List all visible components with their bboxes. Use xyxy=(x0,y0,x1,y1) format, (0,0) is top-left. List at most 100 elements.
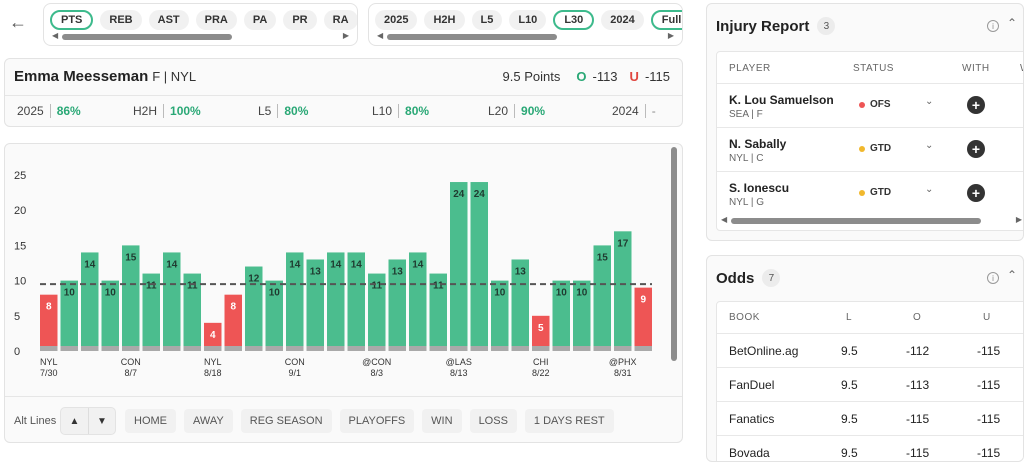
range-tab-l30[interactable]: L30 xyxy=(553,10,595,30)
under-label: U xyxy=(629,69,639,84)
scroll-thumb[interactable] xyxy=(387,34,557,40)
filter-button[interactable]: WIN xyxy=(422,409,462,433)
odds-row[interactable]: Bovada 9.5 -115 -115 xyxy=(717,435,1023,461)
x-tick-opponent: @LAS xyxy=(446,357,472,367)
tab-pa[interactable]: PA xyxy=(243,10,277,30)
chart-bar xyxy=(306,259,324,346)
chart-bar-base xyxy=(593,346,611,351)
chart-bar xyxy=(429,273,447,346)
bar-value-label: 9 xyxy=(640,295,646,306)
info-icon[interactable]: i xyxy=(987,20,999,32)
injury-row: S. Ionescu NYL | G GTD ⌄ + xyxy=(717,171,1023,215)
chart-bar-base xyxy=(81,346,99,351)
bar-value-label: 4 xyxy=(210,330,216,341)
chevron-up-icon[interactable]: ⌃ xyxy=(1007,268,1018,282)
chart-bar-base xyxy=(532,346,550,351)
bar-value-label: 14 xyxy=(84,259,96,270)
injury-table-scrollbar[interactable]: ◀ ▶ xyxy=(721,215,1022,225)
filter-button[interactable]: PLAYOFFS xyxy=(339,409,415,433)
chart-bar xyxy=(81,252,99,346)
odds-over: -115 xyxy=(906,446,930,460)
filter-button[interactable]: HOME xyxy=(125,409,176,433)
chevron-down-icon[interactable]: ▼ xyxy=(88,408,115,434)
chart-bar-base xyxy=(101,346,119,351)
injury-report-title: Injury Report 3 xyxy=(716,17,836,35)
scroll-right-icon[interactable]: ▶ xyxy=(667,31,674,40)
filter-button[interactable]: REG SEASON xyxy=(240,409,332,433)
x-tick-date: 9/1 xyxy=(288,368,301,378)
scroll-left-icon[interactable]: ◀ xyxy=(52,31,59,40)
odds-line: 9.5 xyxy=(841,446,858,460)
injury-status: GTD xyxy=(859,143,891,154)
add-with-button[interactable]: + xyxy=(967,184,985,202)
over-label: O xyxy=(576,69,587,84)
tab-pts[interactable]: PTS xyxy=(50,10,94,30)
scroll-thumb[interactable] xyxy=(62,34,232,40)
odds-under: -115 xyxy=(977,446,1001,460)
scroll-left-icon[interactable]: ◀ xyxy=(377,31,384,40)
odds-row[interactable]: FanDuel 9.5 -113 -115 xyxy=(717,367,1023,401)
hit-rate-l20: L20 90% xyxy=(488,104,546,118)
bar-value-label: 24 xyxy=(474,189,486,200)
chevron-down-icon[interactable]: ⌄ xyxy=(925,184,934,195)
col-status: STATUS xyxy=(853,63,894,74)
odds-row[interactable]: BetOnline.ag 9.5 -112 -115 xyxy=(717,333,1023,367)
chart-bar xyxy=(101,280,119,346)
scroll-right-icon[interactable]: ▶ xyxy=(1015,215,1022,224)
status-dot xyxy=(859,101,865,108)
bar-value-label: 13 xyxy=(392,266,404,277)
range-tab-l5[interactable]: L5 xyxy=(471,10,503,30)
chevron-up-icon[interactable]: ⌃ xyxy=(1007,16,1018,30)
x-tick-date: 7/30 xyxy=(40,368,58,378)
range-tabs: 2025 H2H L5 L10 L30 2024 Full xyxy=(375,10,682,30)
injury-row: K. Lou Samuelson SEA | F OFS ⌄ + xyxy=(717,83,1023,127)
filter-button[interactable]: LOSS xyxy=(469,409,517,433)
range-tab-2025[interactable]: 2025 xyxy=(375,10,418,30)
chart-bar xyxy=(286,252,304,346)
scroll-thumb[interactable] xyxy=(731,218,981,224)
range-tab-full[interactable]: Full xyxy=(650,10,682,30)
odds-card: Odds 7 i ⌃ BOOK L O U BetOnline.ag 9.5 -11… xyxy=(706,255,1024,462)
range-tab-2024[interactable]: 2024 xyxy=(601,10,644,30)
chart-bar-base xyxy=(163,346,181,351)
range-tab-l10[interactable]: L10 xyxy=(509,10,547,30)
odds-over: -115 xyxy=(906,412,930,426)
filter-button[interactable]: 1 DAYS REST xyxy=(524,409,614,433)
injury-player-name: N. Sabally xyxy=(729,137,787,151)
tab-pra[interactable]: PRA xyxy=(195,10,237,30)
bar-value-label: 10 xyxy=(494,288,506,299)
range-tabs-scrollbar[interactable]: ◀ ▶ xyxy=(377,31,674,41)
under-odds: -115 xyxy=(644,69,670,84)
chevron-down-icon[interactable]: ⌄ xyxy=(925,96,934,107)
tab-ast[interactable]: AST xyxy=(148,10,189,30)
tab-ra[interactable]: RA xyxy=(323,10,357,30)
back-button[interactable]: ← xyxy=(4,8,32,36)
tab-reb[interactable]: REB xyxy=(100,10,142,30)
odds-row[interactable]: Fanatics 9.5 -115 -115 xyxy=(717,401,1023,435)
add-with-button[interactable]: + xyxy=(967,96,985,114)
hit-rate-2024: 2024- xyxy=(612,104,656,118)
scroll-left-icon[interactable]: ◀ xyxy=(721,215,728,224)
add-with-button[interactable]: + xyxy=(967,140,985,158)
odds-table: BOOK L O U BetOnline.ag 9.5 -112 -115 FanDue… xyxy=(716,301,1023,461)
tab-pr[interactable]: PR xyxy=(283,10,317,30)
bar-value-label: 14 xyxy=(289,259,301,270)
chevron-down-icon[interactable]: ⌄ xyxy=(925,140,934,151)
game-log-chart: 0 5 10 15 20 25 8 10 14 10 15 11 14 11 4 8 12 10 14 13 14 14 1… xyxy=(14,170,652,378)
chevron-up-icon[interactable]: ▲ xyxy=(69,415,80,427)
chart-vertical-scrollbar[interactable] xyxy=(671,147,677,361)
odds-heading: Odds xyxy=(716,269,755,287)
chart-bar-base xyxy=(409,346,427,351)
chart-bar-base xyxy=(327,346,345,351)
chart-bar xyxy=(204,322,222,346)
chart-bar-base xyxy=(511,346,529,351)
chart-bar-base xyxy=(122,346,140,351)
col-with: WITH xyxy=(962,63,990,74)
scroll-right-icon[interactable]: ▶ xyxy=(342,31,349,40)
info-icon[interactable]: i xyxy=(987,272,999,284)
range-tab-h2h[interactable]: H2H xyxy=(424,10,465,30)
x-tick-opponent: CON xyxy=(285,357,305,367)
filter-button[interactable]: AWAY xyxy=(184,409,233,433)
x-tick-date: 8/13 xyxy=(450,368,468,378)
stat-tabs-scrollbar[interactable]: ◀ ▶ xyxy=(52,31,349,41)
